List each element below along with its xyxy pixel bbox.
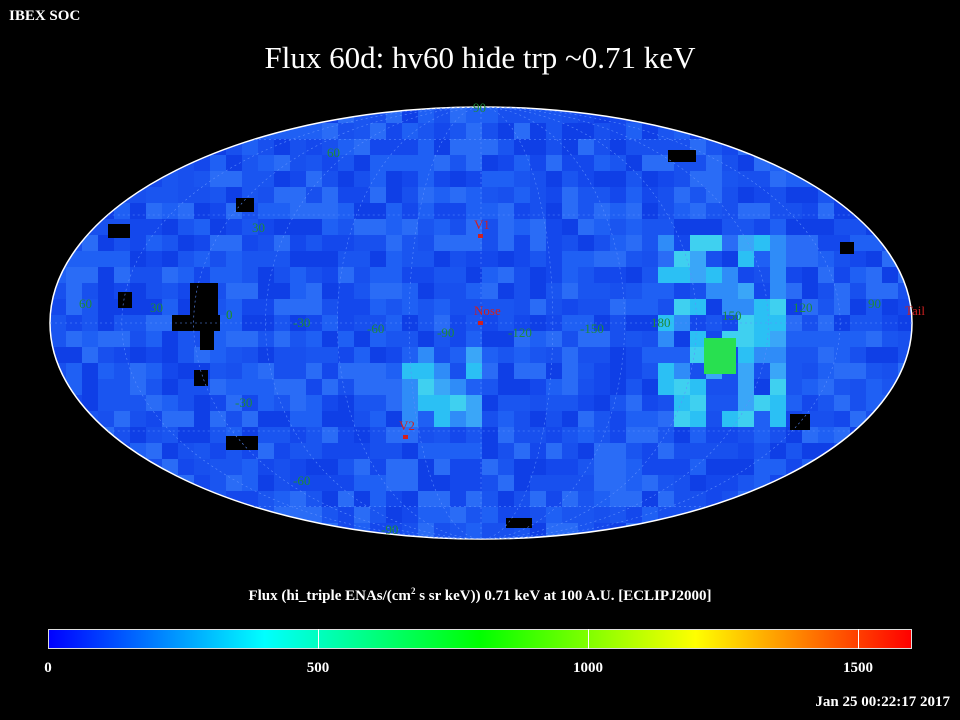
lon-label-60: 60 bbox=[79, 296, 92, 311]
colorbar-tick-1000 bbox=[588, 629, 589, 649]
map-title: Flux 60d: hv60 hide trp ~0.71 keV bbox=[264, 40, 696, 75]
colorbar-label-1500: 1500 bbox=[843, 660, 873, 676]
colorbar bbox=[48, 629, 912, 649]
lon-label-30: 30 bbox=[150, 300, 163, 315]
colorbar-label-0: 0 bbox=[44, 660, 52, 676]
lon-label-90: 90 bbox=[868, 296, 881, 311]
lat-label-neg60: -60 bbox=[293, 473, 310, 488]
tail-label: Tail bbox=[905, 303, 925, 318]
lat-label-neg90: -90 bbox=[381, 522, 398, 537]
v1-marker bbox=[478, 234, 483, 238]
nose-label: Nose bbox=[474, 303, 501, 318]
colorbar-label-1000: 1000 bbox=[573, 660, 603, 676]
lat-label-60: 60 bbox=[327, 145, 340, 160]
colorbar-title: Flux (hi_triple ENAs/(cm2 s sr keV)) 0.7… bbox=[248, 586, 712, 604]
lat-label-neg30: -30 bbox=[235, 395, 252, 410]
lon-label-150: 150 bbox=[722, 308, 742, 323]
lon-label-neg90: -90 bbox=[437, 325, 454, 340]
lat-label-30: 30 bbox=[252, 220, 265, 235]
v1-label: V1 bbox=[474, 217, 490, 232]
lat-labels: 90 60 30 0 -30 -60 -90 bbox=[226, 100, 486, 537]
lon-label-neg30: -30 bbox=[293, 315, 310, 330]
lon-label-neg60: -60 bbox=[367, 321, 384, 336]
lon-label-neg150: -150 bbox=[580, 321, 604, 336]
corner-label: IBEX SOC bbox=[9, 8, 81, 24]
lat-label-0: 0 bbox=[226, 307, 233, 322]
lon-label-neg120: -120 bbox=[508, 325, 532, 340]
colorbar-tick-1500 bbox=[858, 629, 859, 649]
v2-label: V2 bbox=[399, 418, 415, 433]
lon-labels: 60 30 0 -30 -60 -90 -120 -150 180 150 12… bbox=[79, 296, 881, 340]
colorbar-tick-500 bbox=[318, 629, 319, 649]
lat-label-90: 90 bbox=[473, 100, 486, 115]
v2-marker bbox=[403, 435, 408, 439]
lon-label-120: 120 bbox=[793, 300, 813, 315]
colorbar-label-500: 500 bbox=[306, 660, 330, 676]
nose-marker bbox=[478, 321, 483, 325]
lon-label-0: 0 bbox=[226, 307, 233, 322]
markers: V1 Nose V2 Tail bbox=[399, 217, 925, 439]
timestamp: Jan 25 00:22:17 2017 bbox=[815, 694, 950, 710]
lon-label-180: 180 bbox=[651, 315, 671, 330]
